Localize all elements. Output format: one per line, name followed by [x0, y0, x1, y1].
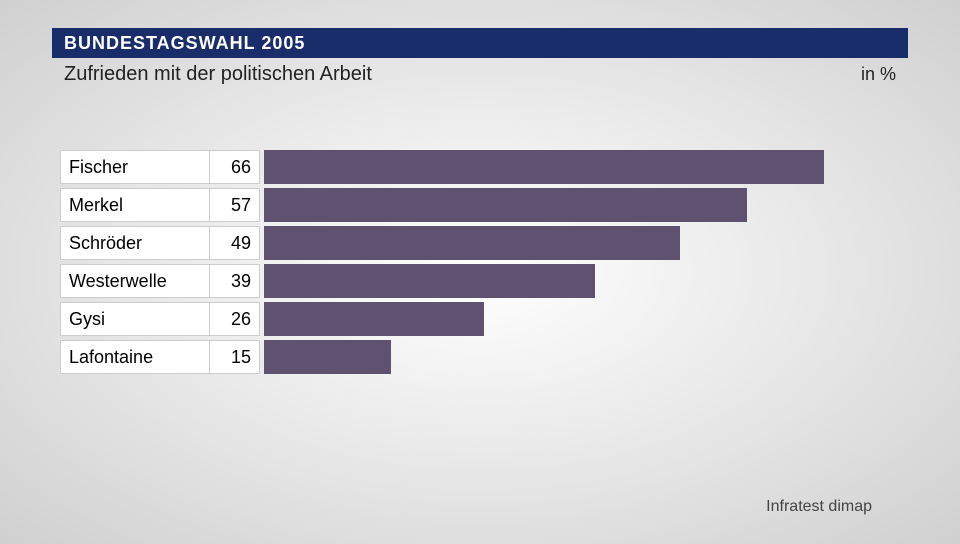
- bar: [264, 340, 391, 374]
- row-name: Fischer: [60, 150, 210, 184]
- row-value: 39: [210, 264, 260, 298]
- bar: [264, 264, 595, 298]
- chart-row: Schröder49: [60, 226, 900, 260]
- chart-area: Fischer66Merkel57Schröder49Westerwelle39…: [60, 150, 900, 378]
- bar: [264, 226, 680, 260]
- unit-label: in %: [861, 64, 896, 85]
- subheader: Zufrieden mit der politischen Arbeit in …: [52, 58, 908, 90]
- row-name: Gysi: [60, 302, 210, 336]
- header-title: BUNDESTAGSWAHL 2005: [64, 33, 305, 54]
- row-value: 66: [210, 150, 260, 184]
- chart-subtitle: Zufrieden mit der politischen Arbeit: [64, 63, 372, 86]
- row-value: 57: [210, 188, 260, 222]
- bar-cell: [260, 150, 900, 184]
- chart-row: Gysi26: [60, 302, 900, 336]
- bar-cell: [260, 226, 900, 260]
- bar: [264, 302, 484, 336]
- row-name: Westerwelle: [60, 264, 210, 298]
- bar: [264, 150, 824, 184]
- bar-cell: [260, 340, 900, 374]
- row-value: 26: [210, 302, 260, 336]
- chart-row: Lafontaine15: [60, 340, 900, 374]
- bar: [264, 188, 747, 222]
- row-value: 49: [210, 226, 260, 260]
- source-label: Infratest dimap: [766, 498, 872, 516]
- row-name: Lafontaine: [60, 340, 210, 374]
- bar-cell: [260, 264, 900, 298]
- chart-row: Fischer66: [60, 150, 900, 184]
- row-name: Schröder: [60, 226, 210, 260]
- row-name: Merkel: [60, 188, 210, 222]
- bar-cell: [260, 302, 900, 336]
- chart-row: Merkel57: [60, 188, 900, 222]
- row-value: 15: [210, 340, 260, 374]
- bar-cell: [260, 188, 900, 222]
- chart-row: Westerwelle39: [60, 264, 900, 298]
- header-bar: BUNDESTAGSWAHL 2005: [52, 28, 908, 58]
